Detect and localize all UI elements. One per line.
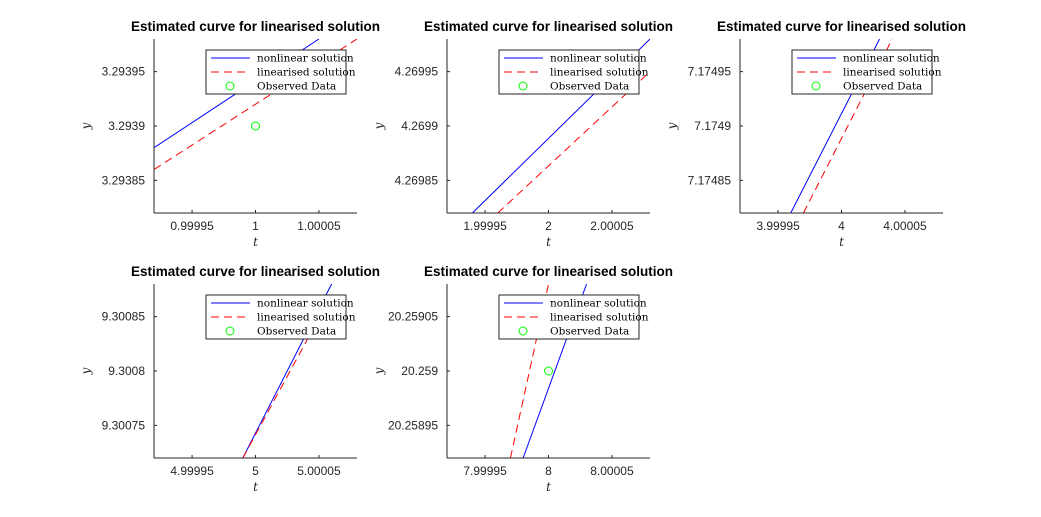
- legend-entry-label: Observed Data: [550, 81, 629, 93]
- legend: nonlinear solution linearised solution Obs…: [791, 49, 942, 95]
- x-tick-label: 1: [252, 219, 259, 233]
- y-axis-label: y: [372, 367, 386, 375]
- y-tick-label: 4.26995: [395, 65, 439, 79]
- y-tick-label: 3.2939: [108, 119, 145, 133]
- y-tick-label: 7.17485: [688, 173, 732, 187]
- x-axis-label: t: [546, 480, 551, 494]
- legend-entry-label: linearised solution: [843, 67, 942, 79]
- legend-marker: [518, 326, 528, 336]
- y-tick-label: 4.26985: [395, 173, 439, 187]
- subplot-2: 1.99995 2 2.00005 4.26985 4.2699 4.26995 t y Est…: [372, 19, 673, 249]
- legend-marker: [225, 81, 235, 91]
- y-tick-label: 20.259: [401, 364, 438, 378]
- subplot-4: 4.99995 5 5.00005 9.30075 9.3008 9.30085 t y Est…: [79, 264, 380, 494]
- y-axis-label: y: [372, 122, 386, 130]
- legend: nonlinear solution linearised solution Obs…: [498, 49, 649, 95]
- x-tick-label: 7.99995: [463, 464, 507, 478]
- y-tick-label: 7.1749: [694, 119, 731, 133]
- subplot-5: 7.99995 8 8.00005 20.25895 20.259 20.25905 t y E…: [372, 264, 673, 494]
- y-tick-label: 4.2699: [401, 119, 438, 133]
- y-tick-label: 9.3008: [108, 364, 145, 378]
- x-tick-label: 1.00005: [297, 219, 341, 233]
- x-tick-label: 5: [252, 464, 259, 478]
- y-tick-label: 3.29385: [102, 173, 146, 187]
- y-tick-label: 3.29395: [102, 65, 146, 79]
- legend-entry-label: Observed Data: [257, 81, 336, 93]
- x-axis-label: t: [253, 480, 258, 494]
- x-axis-label: t: [253, 235, 258, 249]
- y-tick-label: 9.30085: [102, 310, 146, 324]
- legend-marker: [225, 326, 235, 336]
- legend-entry-label: linearised solution: [550, 67, 649, 79]
- legend: nonlinear solution linearised solution Obs…: [205, 294, 356, 340]
- x-axis-label: t: [839, 235, 844, 249]
- chart-title: Estimated curve for linearised solution: [424, 264, 673, 279]
- linearised-solution-line: [242, 294, 333, 458]
- subplot-1: 0.99995 1 1.00005 3.29385 3.2939 3.29395 t y Est…: [79, 19, 380, 249]
- chart-title: Estimated curve for linearised solution: [424, 19, 673, 34]
- legend-marker: [811, 81, 821, 91]
- y-axis-label: y: [79, 122, 93, 130]
- x-tick-label: 4.99995: [170, 464, 214, 478]
- chart-title: Estimated curve for linearised solution: [717, 19, 966, 34]
- legend: nonlinear solution linearised solution Obs…: [205, 49, 356, 95]
- x-tick-label: 0.99995: [170, 219, 214, 233]
- legend-marker: [518, 81, 528, 91]
- x-tick-label: 8.00005: [590, 464, 634, 478]
- legend-entry-label: Observed Data: [257, 326, 336, 338]
- x-axis-label: t: [546, 235, 551, 249]
- x-tick-label: 4: [838, 219, 845, 233]
- legend-entry-label: Observed Data: [843, 81, 922, 93]
- y-tick-label: 9.30075: [102, 418, 146, 432]
- x-tick-label: 2.00005: [590, 219, 634, 233]
- legend-entry-label: linearised solution: [257, 312, 356, 324]
- x-tick-label: 5.00005: [297, 464, 341, 478]
- legend-entry-label: linearised solution: [550, 312, 649, 324]
- x-tick-label: 1.99995: [463, 219, 507, 233]
- subplot-3: 3.99995 4 4.00005 7.17485 7.1749 7.17495 t y Est…: [665, 19, 966, 249]
- linearised-solution-line: [497, 71, 650, 213]
- legend-entry-label: nonlinear solution: [550, 53, 647, 65]
- x-tick-label: 8: [545, 464, 552, 478]
- legend-entry-label: Observed Data: [550, 326, 629, 338]
- legend-entry-label: nonlinear solution: [843, 53, 940, 65]
- y-tick-label: 20.25895: [388, 418, 438, 432]
- y-axis-label: y: [665, 122, 679, 130]
- x-tick-label: 2: [545, 219, 552, 233]
- x-tick-label: 4.00005: [883, 219, 927, 233]
- chart-title: Estimated curve for linearised solution: [131, 19, 380, 34]
- y-axis-label: y: [79, 367, 93, 375]
- y-tick-label: 20.25905: [388, 310, 438, 324]
- observed-data-point: [544, 366, 553, 376]
- observed-data-point: [251, 121, 260, 131]
- legend-entry-label: linearised solution: [257, 67, 356, 79]
- legend-entry-label: nonlinear solution: [257, 298, 354, 310]
- legend-entry-label: nonlinear solution: [257, 53, 354, 65]
- legend: nonlinear solution linearised solution Obs…: [498, 294, 649, 340]
- legend-entry-label: nonlinear solution: [550, 298, 647, 310]
- chart-title: Estimated curve for linearised solution: [131, 264, 380, 279]
- x-tick-label: 3.99995: [756, 219, 800, 233]
- y-tick-label: 7.17495: [688, 65, 732, 79]
